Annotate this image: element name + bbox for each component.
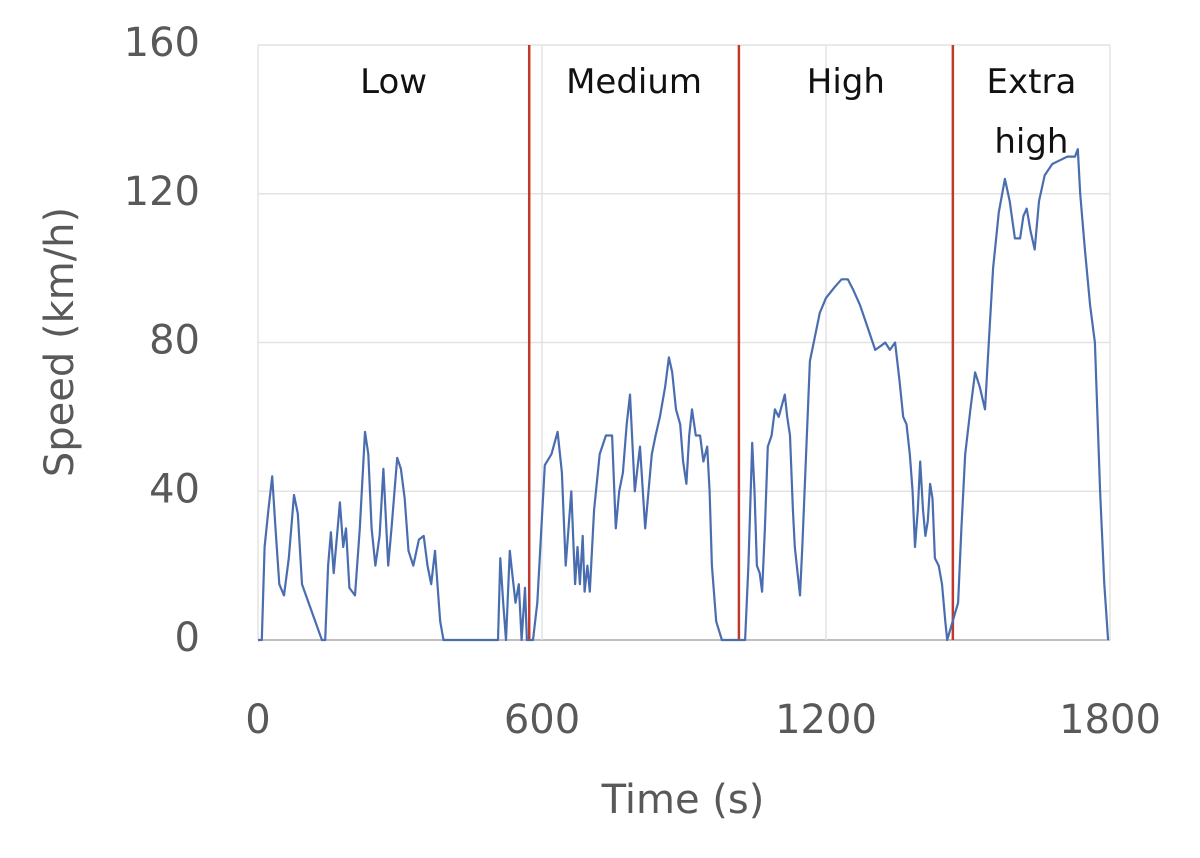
y-tick-label: 120 [124,169,200,215]
x-tick-label: 1800 [1059,697,1161,743]
x-axis-label: Time (s) [601,777,765,823]
y-tick-label: 40 [149,466,200,512]
y-tick-label: 80 [149,318,200,364]
y-axis-label: Speed (km/h) [37,207,83,477]
phase-label: High [806,62,885,102]
x-tick-label: 0 [245,697,270,743]
phase-label: Extra high [986,62,1077,162]
y-tick-label: 160 [124,20,200,66]
x-tick-label: 600 [504,697,580,743]
phase-label: Low [360,62,428,102]
y-tick-label: 0 [175,615,200,661]
speed-line [258,148,1110,642]
phase-label: Medium [566,62,703,102]
x-tick-label: 1200 [775,697,877,743]
